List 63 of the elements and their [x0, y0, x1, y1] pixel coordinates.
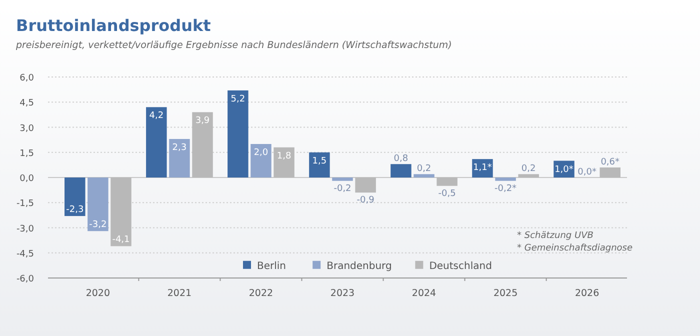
bar: [355, 178, 376, 193]
legend-label: Deutschland: [429, 260, 492, 272]
data-label: -0,5: [438, 188, 456, 199]
data-label: -3,2: [89, 220, 107, 230]
y-tick-label: -1,5: [16, 199, 34, 210]
y-tick-label: -3,0: [16, 224, 34, 234]
y-tick-label: 4,5: [20, 98, 34, 109]
bar: [436, 178, 458, 186]
bar: [274, 147, 294, 178]
x-tick-label: 2023: [330, 288, 355, 299]
bar: [64, 178, 86, 216]
data-label: 4,2: [149, 111, 164, 122]
bar: [250, 144, 272, 178]
data-label: 1,0*: [554, 164, 574, 175]
data-label: 2,0: [254, 148, 268, 158]
bar: [390, 164, 412, 178]
x-tick-label: 2021: [167, 288, 192, 299]
bar: [192, 112, 213, 178]
x-tick-label: 2025: [493, 288, 518, 299]
data-label: 0,2: [521, 164, 536, 174]
bar: [414, 174, 434, 178]
bar: [228, 90, 248, 178]
data-label: 5,2: [230, 94, 246, 104]
y-tick-label: 6,0: [20, 74, 34, 84]
data-label: 1,8: [276, 151, 292, 162]
bar: [332, 178, 353, 181]
bar: [169, 138, 190, 178]
data-label: 1,5: [312, 156, 327, 166]
bar: [518, 174, 539, 178]
data-label: 0,6*: [600, 157, 620, 168]
data-label: -0,9: [356, 196, 375, 206]
data-label: -4,1: [112, 235, 130, 246]
y-tick-label: -4,5: [16, 249, 34, 260]
x-tick-label: 2024: [412, 288, 436, 299]
bar: [472, 159, 493, 178]
data-label: -0,2*: [494, 184, 518, 194]
data-label: 1,1*: [473, 163, 492, 174]
bar: [146, 107, 167, 178]
x-tick-label: 2020: [86, 288, 110, 299]
bar: [309, 152, 330, 178]
y-tick-label: 3,0: [20, 124, 34, 134]
legend-label: Brandenburg: [326, 260, 392, 272]
annotation: * Schätzung UVB: [517, 230, 594, 241]
legend-label: Berlin: [257, 260, 286, 272]
chart-title: Bruttoinlandsprodukt: [16, 16, 212, 35]
y-tick-label: -6,0: [16, 274, 34, 284]
data-label: 3,9: [195, 116, 210, 126]
y-tick-label: 1,5: [20, 148, 34, 159]
x-tick-label: 2022: [248, 288, 274, 299]
data-label: 0,8: [394, 154, 408, 164]
data-label: -0,2: [334, 184, 352, 194]
data-label: -2,3: [66, 205, 84, 216]
chart-subtitle: preisbereinigt, verkettet/vorläufige Ergebnisse nach Bundesländern (Wirtschaftswachstum): [15, 40, 452, 51]
bar: [495, 178, 516, 181]
data-label: 2,3: [172, 142, 187, 153]
bar: [88, 178, 108, 232]
x-tick-label: 2026: [574, 288, 600, 299]
data-label: 0,0*: [578, 168, 597, 178]
data-label: 0,2: [416, 164, 432, 174]
bar: [600, 167, 620, 178]
bar: [110, 178, 132, 246]
y-tick-label: 0,0: [20, 174, 34, 184]
annotation: * Gemeinschaftsdiagnose: [517, 243, 633, 254]
